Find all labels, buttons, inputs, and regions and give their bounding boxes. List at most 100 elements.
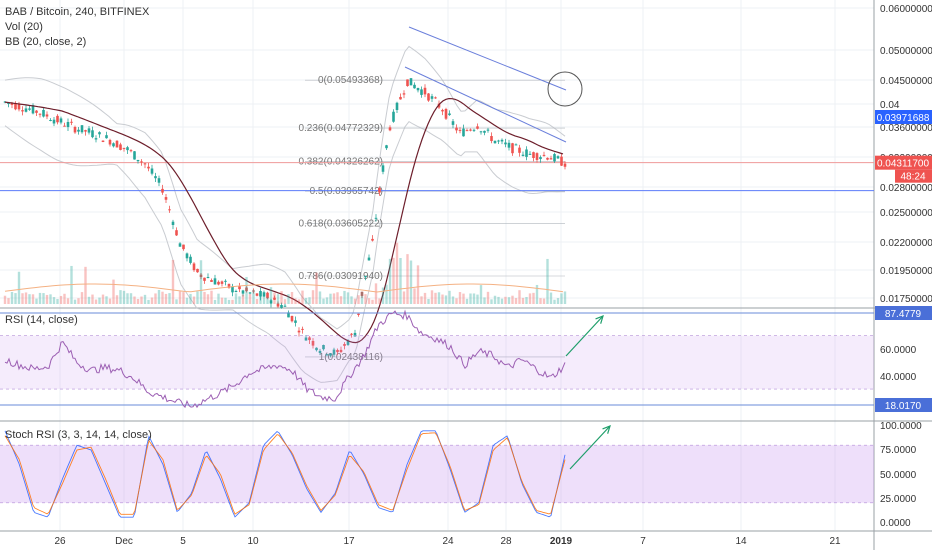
candle-body	[213, 278, 217, 285]
candle-body	[245, 287, 248, 292]
volume-bar	[38, 292, 42, 304]
stoch-band	[0, 445, 874, 503]
volume-bar	[402, 291, 406, 304]
candle-body	[210, 280, 213, 282]
volume-bar	[528, 293, 532, 304]
volume-bar	[185, 297, 189, 304]
candle-body	[385, 145, 388, 149]
volume-bar	[336, 292, 339, 304]
volume-bar	[213, 299, 217, 304]
volume-bar	[31, 294, 35, 304]
fib-level-label: 0(0.05493368)	[318, 75, 383, 86]
volume-bar	[322, 298, 325, 304]
candle-body	[294, 320, 297, 323]
rsi-legend: RSI (14, close)	[5, 313, 78, 328]
volume-bar	[297, 299, 301, 304]
volume-bar	[511, 295, 514, 304]
volume-bar	[371, 299, 374, 304]
volume-bar	[343, 290, 346, 304]
volume-bar	[399, 258, 402, 304]
candle-body	[164, 197, 168, 200]
volume-bar	[133, 296, 136, 304]
volume-bar	[283, 299, 287, 304]
candle-body	[189, 256, 192, 263]
candle-body	[266, 292, 269, 299]
stoch-scale-tick: 0.0000	[880, 518, 911, 529]
candle-body	[126, 147, 129, 151]
candle-body	[14, 103, 17, 110]
volume-indicator-label[interactable]: Vol (20)	[5, 21, 43, 33]
volume-bar	[269, 287, 273, 304]
stoch-rsi-title[interactable]: Stoch RSI (3, 3, 14, 14, close)	[5, 429, 152, 441]
stoch-arrow-head	[602, 424, 611, 434]
volume-bar	[462, 293, 465, 304]
candle-body	[350, 333, 353, 335]
fib-level-label: 0.236(0.04772329)	[298, 123, 383, 134]
volume-bar	[504, 296, 507, 304]
candle-body	[24, 108, 28, 112]
bollinger-indicator-label[interactable]: BB (20, close, 2)	[5, 36, 87, 48]
candle-body	[465, 130, 469, 132]
volume-bar	[161, 291, 164, 304]
volume-bar	[388, 258, 392, 304]
volume-bar	[455, 298, 458, 304]
chart-title[interactable]: BAB / Bitcoin, 240, BITFINEX	[5, 6, 150, 18]
candle-body	[416, 88, 420, 91]
candle-body	[59, 118, 63, 123]
volume-bar	[549, 292, 553, 304]
candle-body	[388, 127, 392, 131]
volume-bar	[87, 296, 91, 304]
fib-level-label: 0.5(0.03965742)	[310, 186, 383, 197]
volume-bar	[539, 298, 542, 304]
volume-bar	[560, 293, 563, 304]
time-axis-tick: 28	[500, 536, 512, 547]
candle-body	[98, 132, 101, 135]
candle-body	[136, 159, 140, 162]
candle-body	[35, 110, 38, 113]
volume-bar	[367, 298, 371, 304]
moving-average-line	[4, 97, 564, 344]
candle-body	[101, 140, 105, 142]
volume-bar	[318, 291, 322, 304]
stoch-arrow	[569, 425, 611, 470]
bollinger-lower-band	[4, 120, 566, 383]
volume-bar	[353, 298, 357, 304]
candle-body	[448, 113, 451, 116]
candle-body	[381, 165, 385, 172]
volume-bar	[164, 293, 168, 304]
volume-bar	[84, 266, 87, 304]
stoch-scale-tick: 100.0000	[880, 421, 922, 432]
volume-bar	[465, 298, 469, 304]
volume-bar	[196, 291, 199, 304]
candle-body	[199, 274, 203, 278]
volume-bar	[129, 293, 133, 304]
volume-bar	[469, 293, 472, 304]
candle-body	[259, 290, 262, 297]
candle-body	[308, 337, 311, 341]
volume-bar	[273, 292, 276, 304]
rsi-title[interactable]: RSI (14, close)	[5, 314, 78, 326]
candle-body	[472, 129, 476, 131]
candle-body	[234, 290, 238, 292]
candle-body	[304, 337, 308, 341]
volume-bar	[420, 296, 423, 304]
candle-body	[252, 290, 255, 292]
candle-body	[451, 121, 455, 125]
candle-body	[161, 188, 164, 193]
volume-bar	[3, 295, 7, 304]
candle-body	[140, 161, 143, 163]
volume-bar	[423, 292, 427, 304]
volume-bar	[532, 292, 535, 304]
volume-bar	[231, 299, 234, 304]
highlight-circle	[547, 71, 583, 107]
candle-body	[476, 126, 479, 129]
volume-bar	[430, 290, 434, 304]
volume-bar	[525, 297, 528, 304]
candle-body	[462, 128, 465, 137]
volume-bar	[290, 291, 294, 304]
candle-body	[374, 217, 378, 219]
time-axis-tick: 17	[343, 536, 355, 547]
candle-body	[63, 125, 66, 127]
candle-body	[290, 315, 294, 322]
